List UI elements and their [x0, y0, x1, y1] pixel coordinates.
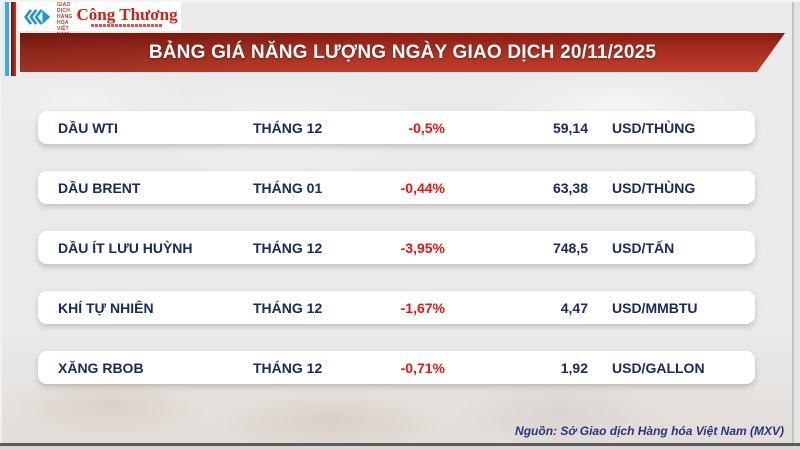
page-edge-bottom-light [0, 446, 800, 450]
change-percent: -1,67% [400, 299, 445, 316]
commodity-name: XĂNG RBOB [58, 359, 144, 376]
page-edge-right-outer [794, 0, 800, 450]
price-unit: USD/MMBTU [612, 299, 698, 316]
contract-month: THÁNG 12 [253, 239, 323, 256]
table-row: XĂNG RBOB THÁNG 12 -0,71% 1,92 USD/GALLO… [38, 351, 755, 384]
page-edge-bottom-dark [0, 443, 800, 446]
price-value: 63,38 [552, 179, 588, 196]
commodity-name: KHÍ TỰ NHIÊN [58, 299, 154, 316]
left-accent-stripe-cyan [5, 0, 9, 76]
price-value: 1,92 [560, 359, 588, 376]
mxv-logo-icon [23, 6, 53, 28]
price-unit: USD/TẤN [612, 239, 675, 256]
congthuong-logo: Công Thương [77, 6, 178, 27]
source-attribution: Nguồn: Sở Giao dịch Hàng hóa Việt Nam (M… [515, 424, 784, 438]
congthuong-logo-tagline [91, 24, 164, 27]
commodity-name: DẦU ÍT LƯU HUỲNH [58, 239, 193, 256]
page-edge-top [0, 0, 800, 2]
page-title: BẢNG GIÁ NĂNG LƯỢNG NGÀY GIAO DỊCH 20/11… [148, 41, 657, 63]
page-edge-left [0, 0, 2, 450]
change-percent: -0,5% [408, 119, 445, 136]
table-row: DẦU WTI THÁNG 12 -0,5% 59,14 USD/THÙNG [38, 111, 755, 144]
left-accent-stripe-red [11, 0, 16, 76]
table-row: KHÍ TỰ NHIÊN THÁNG 12 -1,67% 4,47 USD/MM… [38, 291, 755, 324]
change-percent: -0,44% [400, 179, 445, 196]
page-edge-right [792, 0, 794, 450]
price-unit: USD/THÙNG [612, 119, 696, 136]
contract-month: THÁNG 12 [253, 119, 323, 136]
price-value: 59,14 [552, 119, 588, 136]
price-unit: USD/THÙNG [612, 179, 696, 196]
table-row: DẦU BRENT THÁNG 01 -0,44% 63,38 USD/THÙN… [38, 171, 755, 204]
price-value: 4,47 [560, 299, 588, 316]
change-percent: -0,71% [400, 359, 445, 376]
logo-plate: SỞ GIAO DỊCH HÀNG HÓA VIỆT NAM Công Thươ… [18, 0, 181, 38]
title-banner: BẢNG GIÁ NĂNG LƯỢNG NGÀY GIAO DỊCH 20/11… [20, 33, 785, 72]
price-table: DẦU WTI THÁNG 12 -0,5% 59,14 USD/THÙNG D… [38, 111, 755, 384]
price-unit: USD/GALLON [612, 359, 705, 376]
price-value: 748,5 [552, 239, 588, 256]
mxv-logo-text: SỞ GIAO DỊCH HÀNG HÓA VIỆT NAM [57, 0, 73, 38]
table-row: DẦU ÍT LƯU HUỲNH THÁNG 12 -3,95% 748,5 U… [38, 231, 755, 264]
contract-month: THÁNG 01 [253, 179, 323, 196]
commodity-name: DẦU WTI [58, 119, 118, 136]
congthuong-logo-text: Công Thương [76, 5, 178, 24]
commodity-name: DẦU BRENT [58, 179, 141, 196]
change-percent: -3,95% [400, 239, 445, 256]
contract-month: THÁNG 12 [253, 359, 323, 376]
contract-month: THÁNG 12 [253, 299, 323, 316]
